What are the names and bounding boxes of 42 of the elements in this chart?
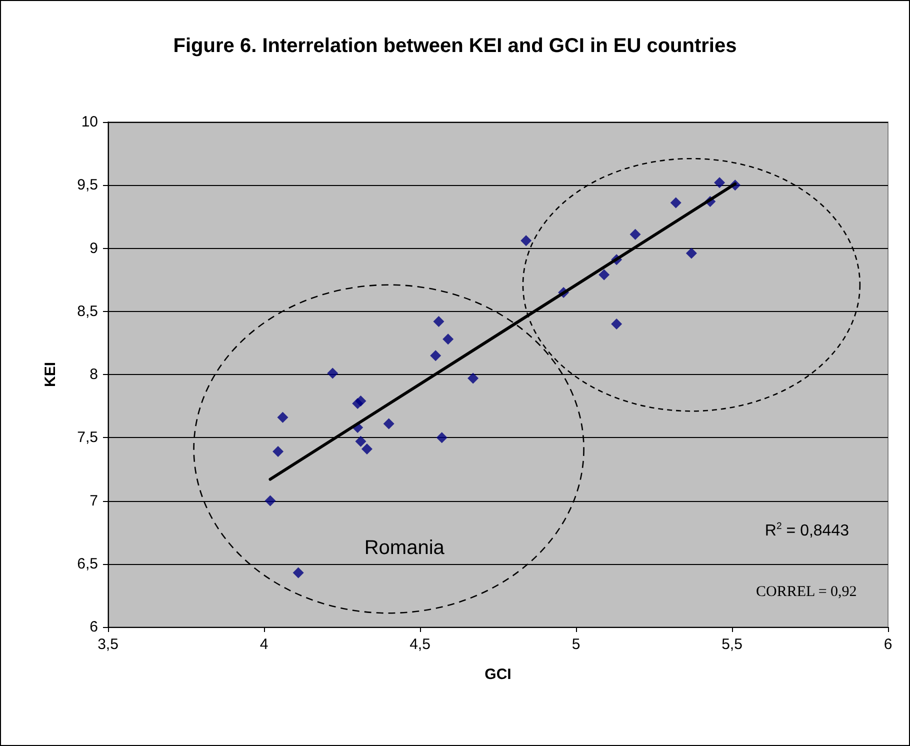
point xyxy=(598,269,610,280)
y-tick-label: 8 xyxy=(90,366,98,383)
y-tick-label: 8,5 xyxy=(77,302,98,320)
x-tick-label: 5,5 xyxy=(722,636,742,653)
x-tick-label: 3,5 xyxy=(98,636,118,653)
point xyxy=(264,495,276,506)
point xyxy=(272,446,284,458)
x-tick-label: 4,5 xyxy=(410,636,430,653)
point xyxy=(611,318,622,330)
annotation: R$^{2}$ = 0,8443 xyxy=(764,520,849,540)
point xyxy=(292,567,304,578)
point xyxy=(520,235,532,246)
y-tick-label: 9,5 xyxy=(77,176,98,194)
point xyxy=(468,372,479,384)
point xyxy=(442,334,454,345)
y-tick-label: 6,5 xyxy=(77,555,98,572)
annotation: Romania xyxy=(364,537,444,560)
point xyxy=(714,177,726,188)
x-tick-label: 5 xyxy=(572,636,580,653)
y-tick-label: 7 xyxy=(90,492,98,510)
point xyxy=(670,197,682,208)
y-tick-label: 6 xyxy=(90,618,98,636)
point xyxy=(361,443,372,454)
x-tick-label: 6 xyxy=(884,636,892,653)
point xyxy=(630,228,641,240)
point xyxy=(355,436,366,447)
y-tick-label: 7,5 xyxy=(77,429,98,446)
y-tick-label: 10 xyxy=(81,114,98,130)
annotation: CORREL = 0,92 xyxy=(756,584,857,601)
point xyxy=(327,368,338,379)
chart-title: Figure 6. Interrelation between KEI and GCI in EU countries xyxy=(173,35,737,57)
point xyxy=(430,350,442,362)
point xyxy=(277,412,288,423)
x-tick-label: 4 xyxy=(260,636,268,653)
point xyxy=(355,396,366,407)
y-tick-label: 9 xyxy=(90,240,98,257)
point xyxy=(686,248,697,259)
point xyxy=(383,418,394,430)
point xyxy=(436,432,448,444)
x-axis-title: GCI xyxy=(484,666,512,683)
y-axis-title: KEI xyxy=(42,362,59,388)
point xyxy=(433,316,444,327)
